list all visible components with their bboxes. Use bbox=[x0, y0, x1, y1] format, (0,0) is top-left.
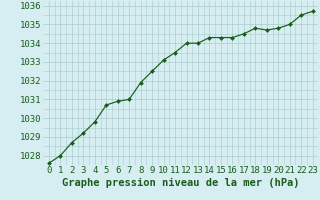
X-axis label: Graphe pression niveau de la mer (hPa): Graphe pression niveau de la mer (hPa) bbox=[62, 178, 300, 188]
